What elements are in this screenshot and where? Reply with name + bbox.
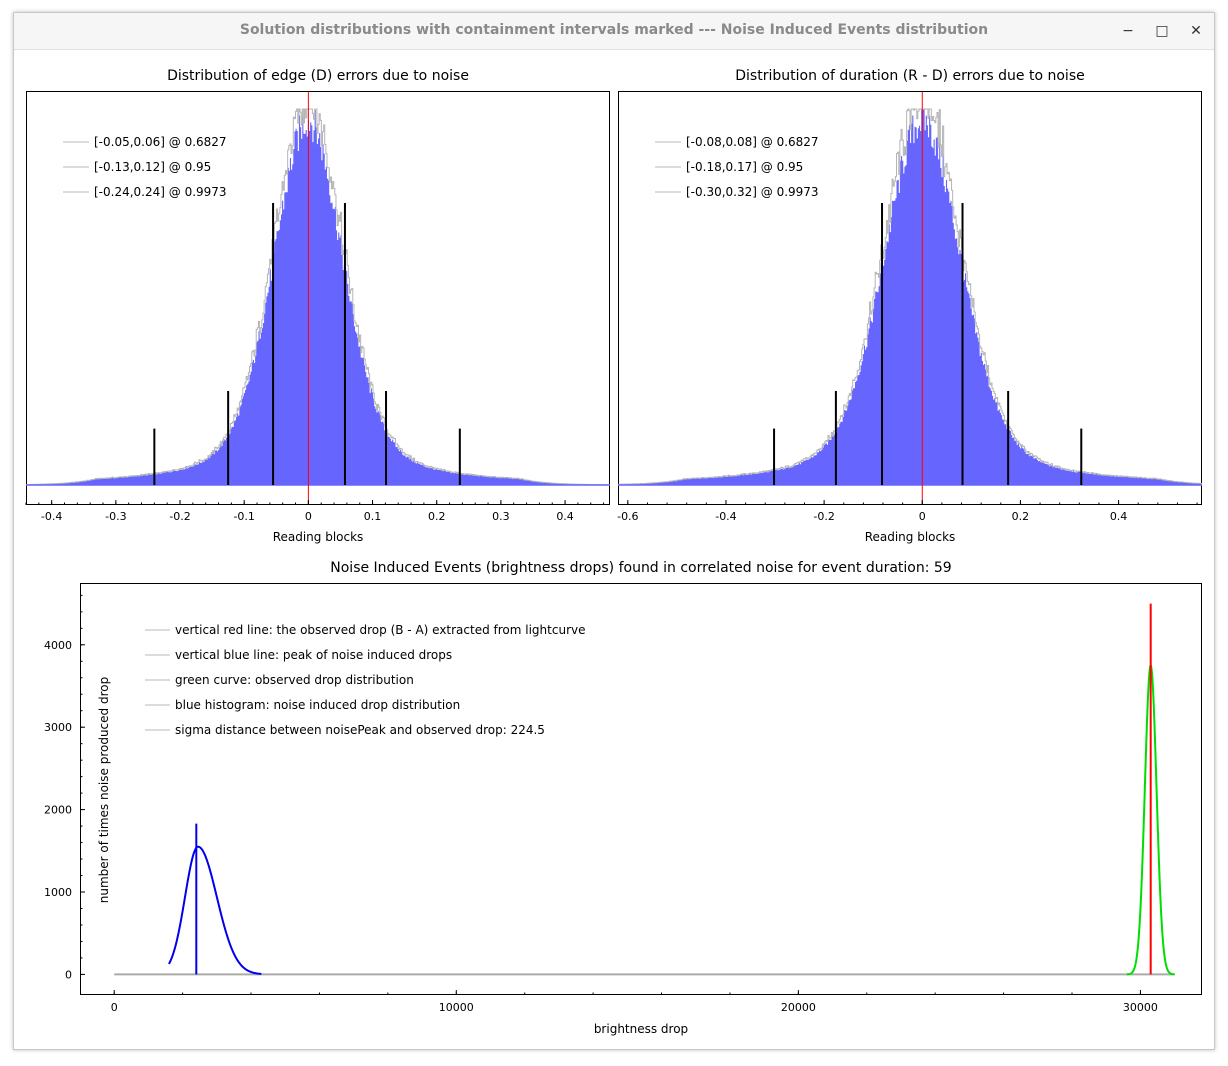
- legend-entry-3: blue histogram: noise induced drop distr…: [175, 698, 460, 712]
- x-tick-label: -0.2: [169, 510, 190, 523]
- y-tick-label: 2000: [44, 804, 72, 817]
- y-tick-label: 1000: [44, 886, 72, 899]
- histogram-outline: [26, 108, 610, 486]
- x-tick-label: -0.3: [105, 510, 126, 523]
- duration-error-histogram-plot[interactable]: -0.6 -0.4 -0.2 0 0.2 0.4 [-0.08,0.08] @ 0.6827…: [617, 91, 1202, 523]
- x-tick-label: 0.3: [492, 510, 510, 523]
- duration-error-x-axis-label: Reading blocks: [864, 530, 956, 544]
- edge-error-plot-title: Distribution of edge (D) errors due to n…: [167, 68, 469, 84]
- title-bar[interactable]: Solution distributions with containment …: [14, 13, 1214, 50]
- x-tick-label: 0: [305, 510, 312, 523]
- x-tick-label: 0.1: [364, 510, 382, 523]
- x-tick-label: 0: [919, 510, 926, 523]
- minimize-button[interactable]: −: [1122, 23, 1134, 39]
- legend-entry-4: sigma distance between noisePeak and obs…: [175, 723, 545, 737]
- y-tick-label: 3000: [44, 721, 72, 734]
- x-tick-label: -0.2: [813, 510, 834, 523]
- y-tick-label: 0: [65, 968, 72, 981]
- maximize-button[interactable]: □: [1155, 23, 1169, 39]
- x-tick-label: 0.4: [1110, 510, 1128, 523]
- x-tick-label: 10000: [439, 1001, 474, 1014]
- x-tick-label: 0: [111, 1001, 118, 1014]
- legend-entry-0: [-0.05,0.06] @ 0.6827: [94, 135, 227, 149]
- x-tick-label: 20000: [781, 1001, 816, 1014]
- edge-error-histogram-plot[interactable]: -0.4 -0.3 -0.2 -0.1 0 0.1 0.2 0.3 0.4 [-0.05,0.06…: [25, 91, 610, 523]
- legend-entry-2: [-0.30,0.32] @ 0.9973: [686, 185, 819, 199]
- edge-error-x-axis-label: Reading blocks: [272, 530, 364, 544]
- x-tick-label: 0.4: [556, 510, 574, 523]
- x-tick-label: -0.6: [617, 510, 638, 523]
- window-title: Solution distributions with containment …: [239, 22, 989, 38]
- x-tick-label: -0.4: [715, 510, 736, 523]
- close-button[interactable]: ✕: [1190, 23, 1202, 39]
- histogram-outline: [618, 108, 1202, 485]
- legend-entry-2: green curve: observed drop distribution: [175, 673, 414, 687]
- noise-events-plot[interactable]: 0 10000 20000 30000 0 1000 2000 3000 4000 vertica…: [44, 583, 1202, 1014]
- legend-entry-1: [-0.18,0.17] @ 0.95: [686, 160, 803, 174]
- noise-histogram-curve: [168, 845, 262, 975]
- legend-entry-2: [-0.24,0.24] @ 0.9973: [94, 185, 227, 199]
- legend-entry-0: vertical red line: the observed drop (B …: [175, 623, 585, 637]
- y-tick-label: 4000: [44, 639, 72, 652]
- histogram-bars: [618, 109, 1202, 485]
- legend-entry-1: vertical blue line: peak of noise induce…: [175, 648, 452, 662]
- x-tick-label: 0.2: [1012, 510, 1030, 523]
- x-tick-label: 0.2: [428, 510, 446, 523]
- x-tick-label: -0.4: [41, 510, 62, 523]
- legend-entry-0: [-0.08,0.08] @ 0.6827: [686, 135, 819, 149]
- x-tick-label: -0.1: [233, 510, 254, 523]
- duration-error-plot-title: Distribution of duration (R - D) errors …: [735, 68, 1085, 84]
- x-tick-label: 30000: [1123, 1001, 1158, 1014]
- plot-frame: [80, 583, 1202, 995]
- legend-entry-1: [-0.13,0.12] @ 0.95: [94, 160, 211, 174]
- histogram-bars: [26, 109, 610, 485]
- noise-events-y-axis-label: number of times noise produced drop: [97, 676, 111, 904]
- noise-events-plot-title: Noise Induced Events (brightness drops) …: [330, 560, 952, 576]
- noise-events-x-axis-label: brightness drop: [593, 1022, 689, 1036]
